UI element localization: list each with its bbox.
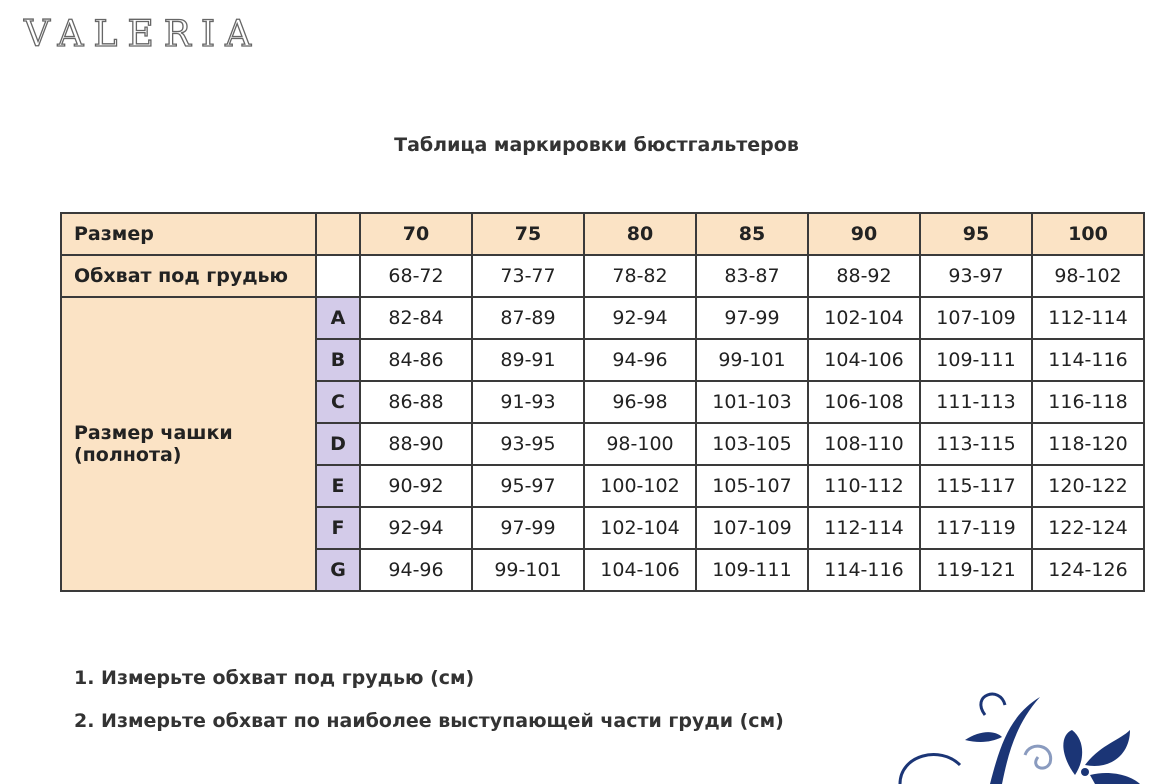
bust-cell: 122-124 [1031, 506, 1145, 550]
bust-cell: 103-105 [695, 422, 809, 466]
bust-cell: 114-116 [807, 548, 921, 592]
bust-cell: 113-115 [919, 422, 1033, 466]
bust-cell: 88-90 [359, 422, 473, 466]
bust-cell: 110-112 [807, 464, 921, 508]
size-header: 80 [583, 212, 697, 256]
brand-logo: VALERIA [23, 13, 262, 55]
bust-cell: 104-106 [583, 548, 697, 592]
size-header: 85 [695, 212, 809, 256]
bust-cell: 95-97 [471, 464, 585, 508]
bust-cell: 108-110 [807, 422, 921, 466]
bust-cell: 99-101 [695, 338, 809, 382]
bust-cell: 117-119 [919, 506, 1033, 550]
table-row: E 90-92 95-97 100-102 105-107 110-112 115-117 1… [61, 464, 1145, 508]
bust-cell: 107-109 [695, 506, 809, 550]
bust-cell: 90-92 [359, 464, 473, 508]
floral-ornament [898, 692, 1140, 784]
cup-letter: B [315, 338, 361, 382]
bust-cell: 89-91 [471, 338, 585, 382]
bust-cell: 93-95 [471, 422, 585, 466]
bust-cell: 111-113 [919, 380, 1033, 424]
bust-cell: 112-114 [1031, 296, 1145, 340]
note-2: 2. Измерьте обхват по наиболее выступающ… [74, 710, 784, 732]
bust-cell: 100-102 [583, 464, 697, 508]
bust-cell: 92-94 [583, 296, 697, 340]
bust-cell: 94-96 [359, 548, 473, 592]
bust-cell: 101-103 [695, 380, 809, 424]
bust-cell: 118-120 [1031, 422, 1145, 466]
bust-cell: 104-106 [807, 338, 921, 382]
bust-cell: 82-84 [359, 296, 473, 340]
underbust-cell: 78-82 [583, 254, 697, 298]
bust-cell: 86-88 [359, 380, 473, 424]
size-row: Размер 70 75 80 85 90 95 100 [60, 212, 1145, 256]
bust-cell: 109-111 [919, 338, 1033, 382]
size-header: 90 [807, 212, 921, 256]
cup-label: Размер чашки (полнота) [60, 296, 317, 592]
underbust-cell: 88-92 [807, 254, 921, 298]
table-row: F 92-94 97-99 102-104 107-109 112-114 117-119 1… [61, 506, 1145, 550]
bust-cell: 99-101 [471, 548, 585, 592]
size-table: Размер 70 75 80 85 90 95 100 Обхват под грудью 68… [60, 212, 1145, 592]
bust-cell: 84-86 [359, 338, 473, 382]
bust-cell: 119-121 [919, 548, 1033, 592]
cup-label-line2: (полнота) [74, 444, 182, 466]
bust-cell: 94-96 [583, 338, 697, 382]
bust-cell: 102-104 [583, 506, 697, 550]
bust-cell: 97-99 [471, 506, 585, 550]
cup-letter: A [315, 296, 361, 340]
underbust-cell: 98-102 [1031, 254, 1145, 298]
bust-cell: 102-104 [807, 296, 921, 340]
table-row: C 86-88 91-93 96-98 101-103 106-108 111-113 116… [61, 380, 1145, 424]
cup-letter: G [315, 548, 361, 592]
underbust-cell: 68-72 [359, 254, 473, 298]
bust-cell: 92-94 [359, 506, 473, 550]
table-row: G 94-96 99-101 104-106 109-111 114-116 119-121… [61, 548, 1145, 592]
size-header: 75 [471, 212, 585, 256]
page-title: Таблица маркировки бюстгальтеров [394, 134, 799, 156]
bust-cell: 114-116 [1031, 338, 1145, 382]
table-row: Размер чашки (полнота) A 82-84 87-89 92-94 97-… [60, 296, 1145, 592]
blank-cell [315, 212, 361, 256]
bust-cell: 96-98 [583, 380, 697, 424]
blank-cell [315, 254, 361, 298]
underbust-cell: 73-77 [471, 254, 585, 298]
size-header: 70 [359, 212, 473, 256]
bust-cell: 107-109 [919, 296, 1033, 340]
underbust-cell: 93-97 [919, 254, 1033, 298]
bust-cell: 109-111 [695, 548, 809, 592]
size-header: 95 [919, 212, 1033, 256]
bust-cell: 116-118 [1031, 380, 1145, 424]
bust-cell: 115-117 [919, 464, 1033, 508]
cup-label-line1: Размер чашки [74, 422, 233, 444]
table-row: B 84-86 89-91 94-96 99-101 104-106 109-111 114-… [61, 338, 1145, 382]
bust-cell: 91-93 [471, 380, 585, 424]
bust-cell: 112-114 [807, 506, 921, 550]
note-1: 1. Измерьте обхват под грудью (см) [74, 667, 475, 689]
underbust-row: Обхват под грудью 68-72 73-77 78-82 83-87 88-… [60, 254, 1145, 298]
underbust-label: Обхват под грудью [60, 254, 317, 298]
bust-cell: 97-99 [695, 296, 809, 340]
bust-cell: 87-89 [471, 296, 585, 340]
bust-cell: 106-108 [807, 380, 921, 424]
bust-cell: 98-100 [583, 422, 697, 466]
table-row: D 88-90 93-95 98-100 103-105 108-110 113-115 11… [61, 422, 1145, 466]
bust-cell: 124-126 [1031, 548, 1145, 592]
underbust-cell: 83-87 [695, 254, 809, 298]
bust-cell: 105-107 [695, 464, 809, 508]
bust-cell: 120-122 [1031, 464, 1145, 508]
cup-letter: F [315, 506, 361, 550]
cup-letter: D [315, 422, 361, 466]
size-header: 100 [1031, 212, 1145, 256]
size-label: Размер [60, 212, 317, 256]
cup-letter: C [315, 380, 361, 424]
cup-letter: E [315, 464, 361, 508]
